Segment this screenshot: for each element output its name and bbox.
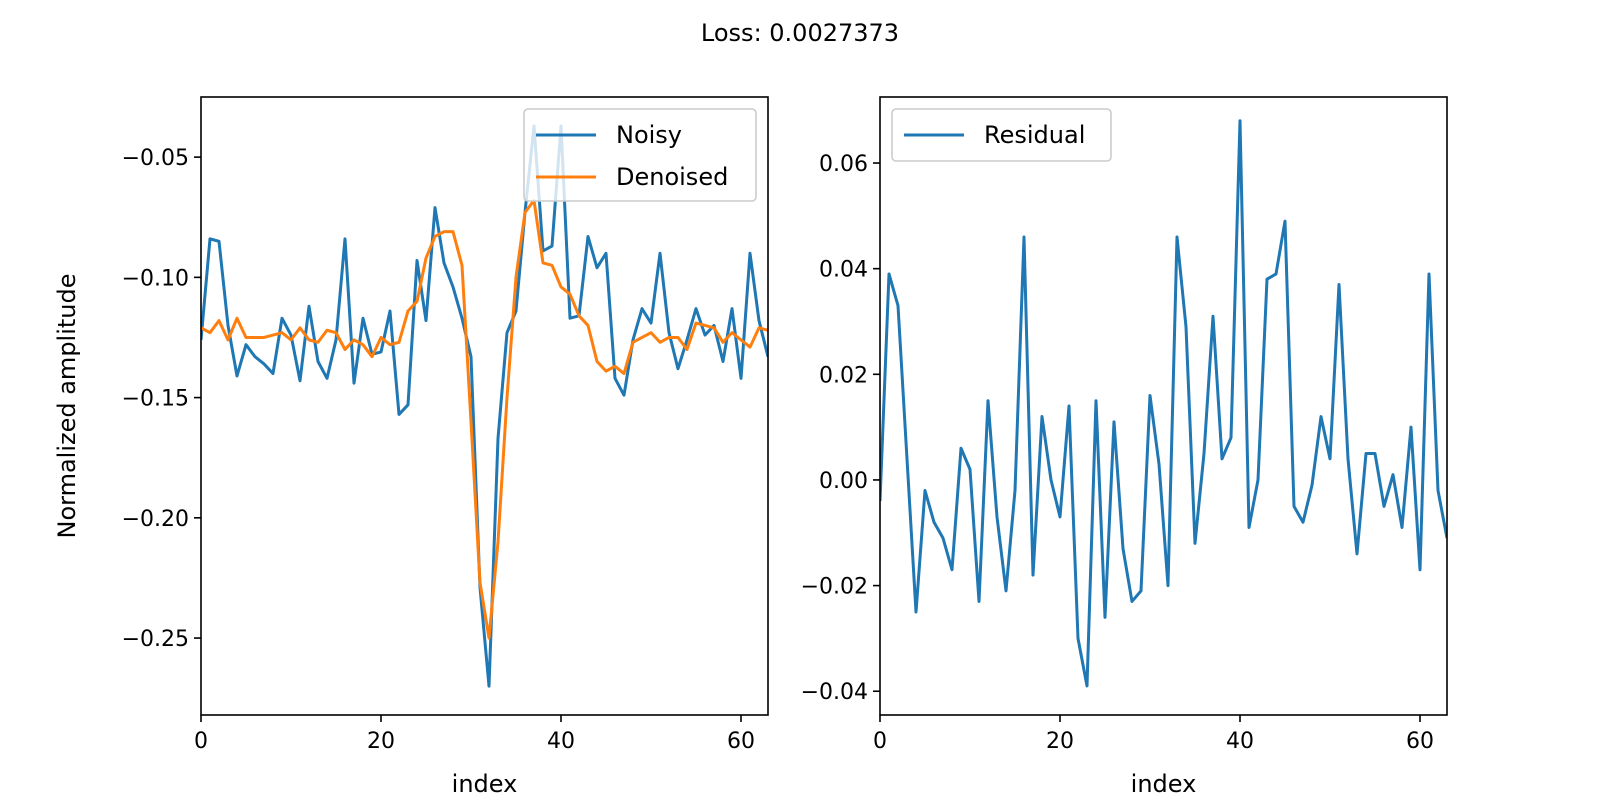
x-tick-label: 0 — [194, 729, 208, 754]
figure-suptitle: Loss: 0.0027373 — [701, 19, 899, 47]
y-tick-label: −0.05 — [122, 146, 189, 171]
axes-frame — [200, 96, 769, 716]
y-tick-label: 0.04 — [819, 258, 868, 283]
x-axis-label: index — [1131, 770, 1197, 798]
legend-box — [891, 108, 1112, 162]
y-tick-label: −0.10 — [122, 266, 189, 291]
x-tick-label: 40 — [547, 729, 575, 754]
residual-axes: 0 20 40 60 −0.04 −0.02 0.00 0.02 0.04 0.06 index Re… — [801, 96, 1448, 798]
series-line-noisy — [201, 124, 768, 688]
y-tick-label: 0.06 — [819, 152, 868, 177]
y-tick-label: 0.02 — [819, 363, 868, 388]
y-tick-label: −0.25 — [122, 627, 189, 652]
x-tick-label: 40 — [1226, 729, 1254, 754]
y-tick-label: −0.15 — [122, 387, 189, 412]
x-axis-label: index — [452, 770, 518, 798]
axes-frame — [879, 96, 1448, 716]
y-tick-label: −0.20 — [122, 507, 189, 532]
legend-entry: Noisy — [616, 121, 682, 149]
x-tick-label: 60 — [1406, 729, 1434, 754]
y-tick-label: −0.04 — [801, 680, 868, 705]
y-tick-label: 0.00 — [819, 469, 868, 494]
y-axis-label: Normalized amplitude — [53, 273, 81, 538]
legend: Residual — [891, 108, 1112, 162]
x-tick-label: 0 — [873, 729, 887, 754]
noisy-denoised-axes: 0 20 40 60 −0.25 −0.20 −0.15 −0.10 −0.05 index Nor… — [53, 96, 769, 798]
legend-entry: Denoised — [616, 163, 728, 191]
x-tick-label: 20 — [367, 729, 395, 754]
legend-entry: Residual — [984, 121, 1085, 149]
y-tick-label: −0.02 — [801, 575, 868, 600]
x-tick-label: 60 — [727, 729, 755, 754]
series-line-denoised — [201, 198, 768, 640]
x-tick-label: 20 — [1046, 729, 1074, 754]
series-line-residual — [880, 119, 1447, 688]
legend: Noisy Denoised — [523, 108, 757, 202]
